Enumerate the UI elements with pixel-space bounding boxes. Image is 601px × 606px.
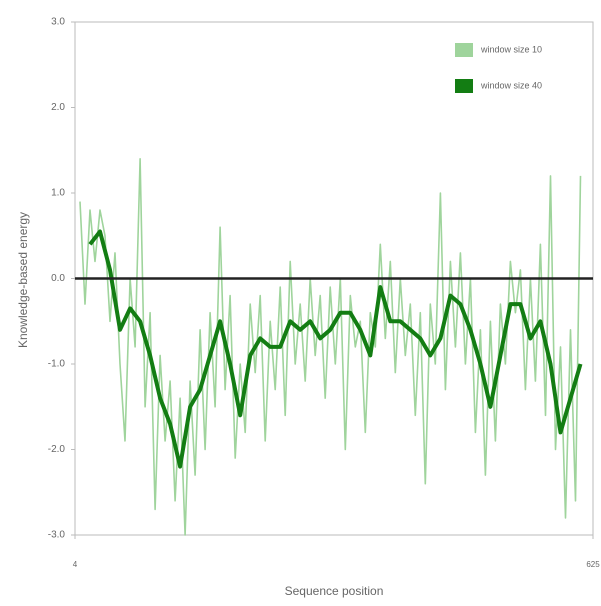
x-axis-label: Sequence position — [285, 584, 384, 598]
y-tick-label: -1.0 — [48, 359, 66, 370]
x-tick-label: 625 — [586, 560, 600, 569]
y-tick-label: 2.0 — [51, 102, 65, 113]
y-axis-label: Knowledge-based energy — [16, 212, 30, 348]
y-tick-label: 0.0 — [51, 273, 65, 284]
legend-label: window size 40 — [480, 80, 542, 90]
y-tick-label: 3.0 — [51, 17, 65, 28]
y-tick-label: -3.0 — [48, 530, 66, 541]
y-tick-label: 1.0 — [51, 188, 65, 199]
x-tick-label: 4 — [73, 560, 78, 569]
y-tick-label: -2.0 — [48, 444, 66, 455]
legend-swatch — [455, 43, 473, 57]
series-line — [79, 158, 582, 536]
legend-swatch — [455, 79, 473, 93]
series-line — [88, 229, 583, 469]
legend-label: window size 10 — [480, 44, 542, 54]
